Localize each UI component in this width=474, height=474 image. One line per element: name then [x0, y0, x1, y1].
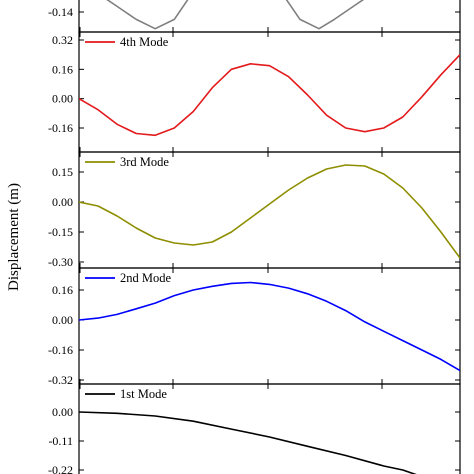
- panel-3: 0.15 0.00 -0.15 -0.30 3rd Mode: [48, 151, 461, 269]
- series-line: [106, 0, 189, 30]
- y-tick-label: -0.22: [48, 463, 73, 474]
- y-tick-label: 0.16: [52, 283, 73, 297]
- y-axis-label: Displacement (m): [6, 183, 22, 291]
- y-tick-label: 0.15: [52, 165, 73, 179]
- series-line: [79, 281, 460, 372]
- y-tick-label: -0.11: [48, 434, 73, 448]
- panel-4: 0.16 0.00 -0.16 -0.32 2nd Mode: [48, 267, 461, 387]
- y-tick-label: 0.00: [52, 92, 73, 106]
- series-line: [79, 54, 460, 137]
- panel-5: 0.00 -0.11 -0.22 1st Mode: [48, 383, 461, 474]
- panel-2: 0.32 0.16 0.00 -0.16 4th Mode: [48, 31, 461, 153]
- panel-frame: [78, 267, 461, 385]
- series-line: [79, 411, 417, 474]
- y-tick-label: -0.15: [48, 225, 73, 239]
- legend-label: 3rd Mode: [120, 155, 169, 169]
- series-line: [79, 164, 460, 259]
- legend-label: 1st Mode: [120, 387, 167, 401]
- y-tick-label: 0.00: [52, 195, 73, 209]
- series-line-segment: [285, 0, 365, 30]
- panel-frame: [78, 151, 461, 269]
- panel-frame: [78, 0, 461, 33]
- y-tick-label: 0.00: [52, 313, 73, 327]
- panel-1: -0.14: [48, 0, 461, 33]
- y-tick-label: -0.32: [48, 373, 73, 387]
- y-tick-label: -0.16: [48, 343, 73, 357]
- y-tick-label: -0.30: [48, 255, 73, 269]
- legend-label: 2nd Mode: [120, 271, 171, 285]
- y-tick-label: -0.16: [48, 121, 73, 135]
- y-tick-label: -0.14: [48, 5, 73, 19]
- y-tick-label: 0.32: [52, 33, 73, 47]
- legend-label: 4th Mode: [120, 35, 169, 49]
- panel-frame: [78, 383, 461, 474]
- y-tick-label: 0.00: [52, 405, 73, 419]
- y-tick-label: 0.16: [52, 62, 73, 76]
